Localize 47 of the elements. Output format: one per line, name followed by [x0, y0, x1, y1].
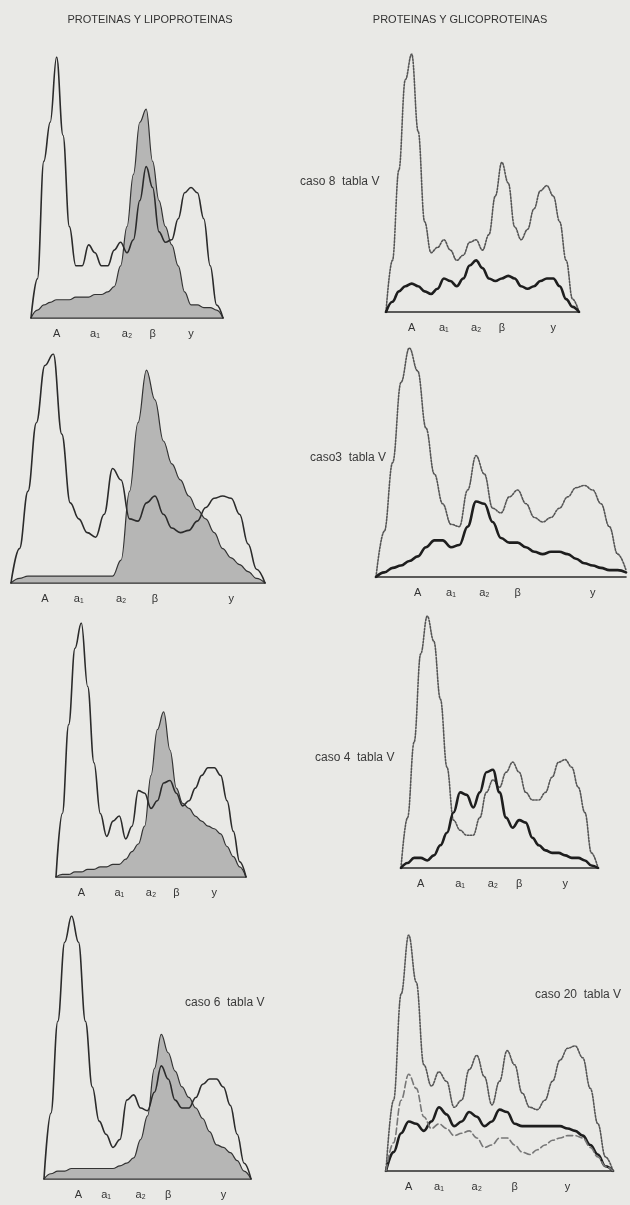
- x-tick-label: A: [413, 585, 422, 598]
- x-tick-label: a₁: [434, 1179, 445, 1192]
- x-tick-label: a₁: [73, 591, 84, 604]
- x-tick-label: a₁: [114, 885, 125, 898]
- text: caso 8 tabla V: [300, 174, 380, 188]
- x-tick-label: β: [151, 591, 159, 604]
- x-tick-label: A: [405, 1179, 414, 1192]
- x-tick-label: a₁: [455, 876, 466, 889]
- x-tick-label: A: [408, 320, 417, 333]
- x-tick-label: β: [511, 1179, 518, 1192]
- x-tick-label: a₂: [145, 885, 157, 898]
- chart-title: PROTEINAS Y GLICOPROTEINAS: [372, 12, 548, 25]
- x-tick-label: y: [211, 885, 218, 898]
- text: caso 4 tabla V: [315, 750, 395, 764]
- x-tick-label: y: [564, 1179, 571, 1192]
- x-tick-label: a₁: [101, 1187, 112, 1200]
- x-tick-label: y: [228, 591, 235, 604]
- x-tick-label: A: [74, 1187, 83, 1200]
- x-tick-label: β: [516, 876, 523, 889]
- x-tick-label: A: [52, 326, 61, 339]
- x-tick-label: a₂: [471, 1179, 482, 1192]
- x-tick-label: y: [589, 585, 596, 598]
- annotation: caso3 tabla V: [309, 450, 387, 464]
- x-tick-label: a₂: [479, 585, 490, 598]
- x-tick-label: a₁: [446, 585, 457, 598]
- x-tick-label: a₂: [470, 320, 482, 333]
- x-tick-label: y: [550, 320, 557, 333]
- x-tick-label: a₂: [135, 1187, 146, 1200]
- x-tick-label: a₂: [121, 326, 133, 339]
- x-tick-label: β: [149, 326, 156, 339]
- x-tick-label: β: [514, 585, 521, 598]
- x-tick-label: A: [77, 885, 86, 898]
- x-tick-label: y: [220, 1187, 227, 1200]
- x-tick-label: y: [188, 326, 195, 339]
- chart-title: PROTEINAS Y LIPOPROTEINAS: [67, 12, 233, 25]
- x-tick-label: A: [417, 876, 426, 889]
- x-tick-label: y: [562, 876, 569, 889]
- x-tick-label: a₁: [90, 326, 101, 339]
- x-tick-label: a₂: [115, 591, 127, 604]
- x-tick-label: β: [165, 1187, 172, 1200]
- x-tick-label: A: [41, 591, 50, 604]
- annotation: caso 20 tabla V: [535, 987, 622, 1001]
- x-tick-label: a₁: [438, 320, 450, 333]
- x-tick-label: β: [498, 320, 505, 333]
- x-tick-label: β: [173, 885, 180, 898]
- annotation: caso 6 tabla V: [185, 995, 265, 1009]
- x-tick-label: a₂: [487, 876, 499, 889]
